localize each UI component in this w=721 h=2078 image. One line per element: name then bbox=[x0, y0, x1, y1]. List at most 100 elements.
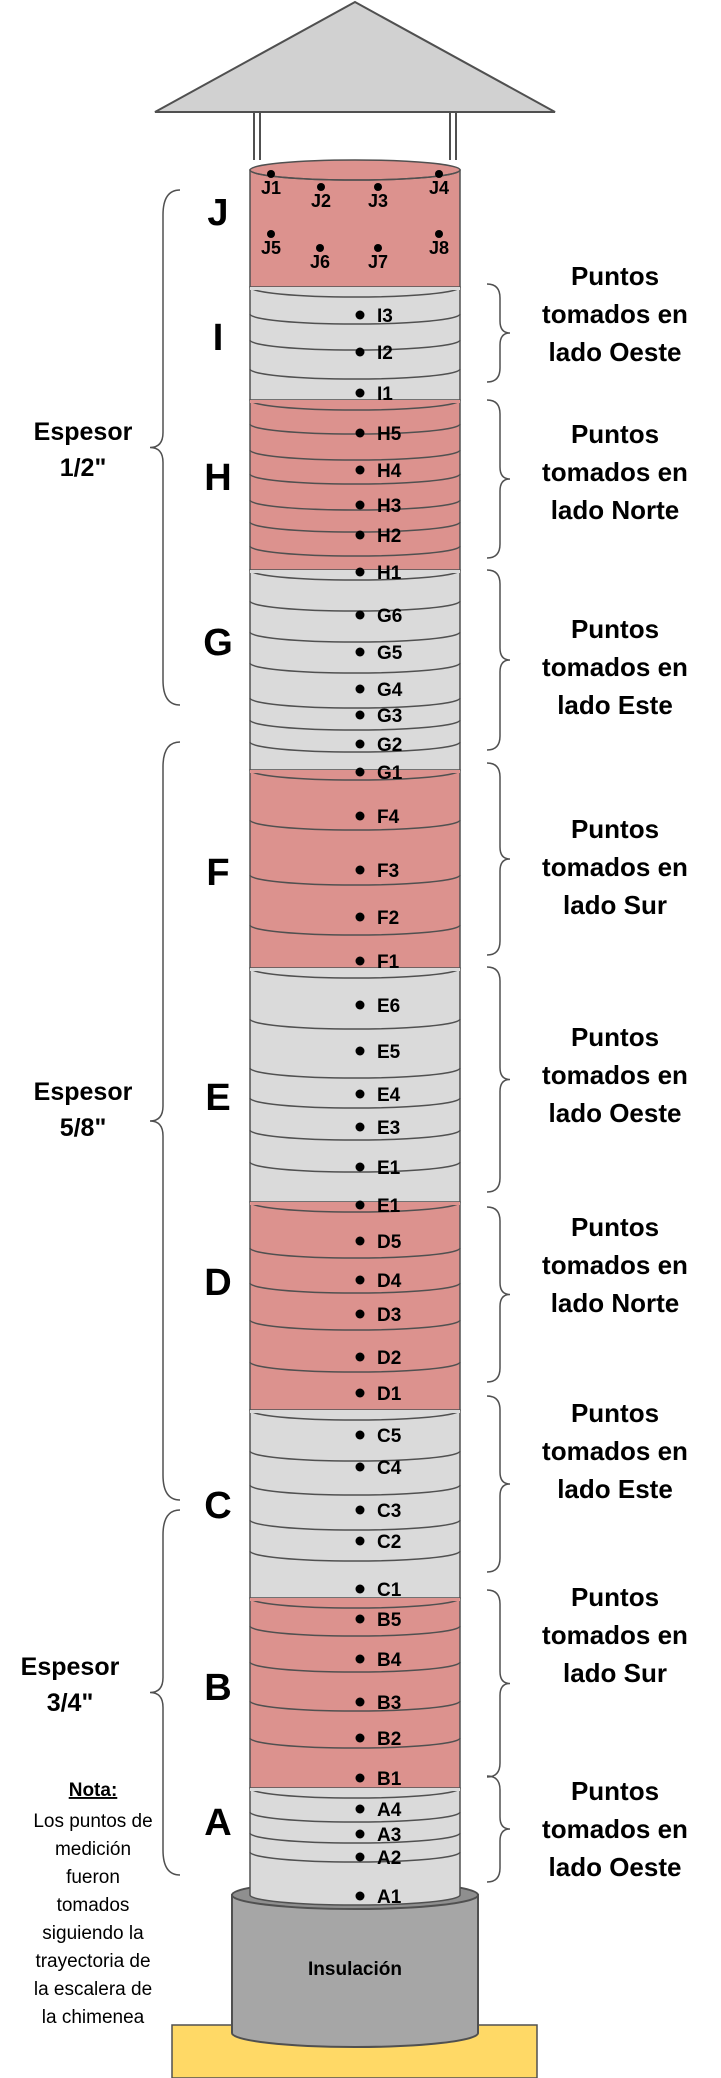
ring-line bbox=[249, 741, 461, 753]
section-letter-h: H bbox=[204, 457, 231, 499]
point-label: B4 bbox=[377, 1650, 402, 1671]
point-dot bbox=[355, 1462, 365, 1472]
point-dot bbox=[435, 230, 443, 238]
point-dot bbox=[355, 388, 365, 398]
side-label: Puntos bbox=[571, 1582, 659, 1612]
ring-line bbox=[249, 1247, 461, 1259]
thickness-brace bbox=[149, 741, 181, 1501]
point-label: D5 bbox=[377, 1232, 402, 1253]
side-label: tomados en bbox=[542, 852, 688, 882]
point-dot bbox=[355, 739, 365, 749]
point-dot bbox=[355, 1614, 365, 1624]
point-dot bbox=[355, 1829, 365, 1839]
point-dot bbox=[355, 567, 365, 577]
point-dot bbox=[355, 1584, 365, 1594]
point-label: D4 bbox=[377, 1271, 402, 1292]
ring-line bbox=[249, 473, 461, 485]
point-label: H5 bbox=[377, 424, 402, 445]
section-letter-a: A bbox=[204, 1802, 231, 1844]
point-dot bbox=[355, 912, 365, 922]
point-dot bbox=[355, 1430, 365, 1440]
side-brace bbox=[486, 283, 511, 383]
point-dot bbox=[355, 1236, 365, 1246]
point-label: B1 bbox=[377, 1769, 402, 1790]
point-label: H2 bbox=[377, 526, 401, 547]
point-label: J6 bbox=[310, 252, 330, 272]
thickness-brace bbox=[149, 1509, 181, 1876]
point-label: E5 bbox=[377, 1042, 401, 1063]
point-label: F1 bbox=[377, 952, 400, 973]
ring-line bbox=[249, 545, 461, 557]
side-brace bbox=[486, 966, 511, 1193]
point-dot bbox=[316, 244, 324, 252]
ring-line bbox=[249, 399, 461, 411]
point-label: A2 bbox=[377, 1848, 401, 1869]
section-seam bbox=[250, 1598, 460, 1601]
note-line: fueron bbox=[66, 1867, 120, 1888]
section-f bbox=[249, 769, 461, 979]
ring-line bbox=[249, 631, 461, 643]
ring-line bbox=[249, 769, 461, 781]
point-dot bbox=[355, 956, 365, 966]
point-label: I3 bbox=[377, 306, 393, 327]
ring-line bbox=[249, 1201, 461, 1213]
point-label: H4 bbox=[377, 461, 402, 482]
ring-line bbox=[249, 169, 461, 181]
note-line: Los puntos de bbox=[33, 1811, 152, 1832]
thickness-value: 3/4" bbox=[47, 1689, 94, 1717]
thickness-label: Espesor bbox=[34, 418, 133, 446]
ring-line bbox=[249, 521, 461, 533]
point-dot bbox=[355, 1505, 365, 1515]
point-dot bbox=[355, 1089, 365, 1099]
point-dot bbox=[355, 1697, 365, 1707]
ring-line bbox=[249, 339, 461, 351]
point-label: E1 bbox=[377, 1158, 401, 1179]
point-dot bbox=[355, 347, 365, 357]
side-brace bbox=[486, 399, 511, 559]
section-b bbox=[249, 1597, 461, 1799]
side-brace bbox=[486, 569, 511, 751]
point-dot bbox=[355, 1773, 365, 1783]
section-a bbox=[249, 1787, 461, 1906]
point-dot bbox=[355, 310, 365, 320]
side-label: lado Este bbox=[557, 690, 673, 720]
ring-line bbox=[249, 423, 461, 435]
point-label: G5 bbox=[377, 643, 403, 664]
point-label: F2 bbox=[377, 908, 399, 929]
point-dot bbox=[317, 183, 325, 191]
side-brace bbox=[486, 1775, 511, 1883]
point-label: C3 bbox=[377, 1501, 401, 1522]
section-seam bbox=[250, 570, 460, 573]
point-dot bbox=[355, 1275, 365, 1285]
point-label: G1 bbox=[377, 763, 403, 784]
point-dot bbox=[355, 1804, 365, 1814]
side-brace bbox=[486, 1206, 511, 1383]
thickness-value: 5/8" bbox=[60, 1114, 107, 1142]
thickness-label: Espesor bbox=[34, 1078, 133, 1106]
side-label: tomados en bbox=[542, 457, 688, 487]
point-dot bbox=[355, 1733, 365, 1743]
ring-line bbox=[249, 368, 461, 380]
note-line: medición bbox=[55, 1839, 131, 1860]
point-label: J7 bbox=[368, 252, 388, 272]
point-dot bbox=[355, 811, 365, 821]
point-dot bbox=[355, 1654, 365, 1664]
point-label: F3 bbox=[377, 861, 399, 882]
ring-line bbox=[249, 313, 461, 325]
point-label: C2 bbox=[377, 1532, 401, 1553]
point-dot bbox=[355, 1309, 365, 1319]
section-letter-f: F bbox=[206, 852, 229, 894]
ring-line bbox=[249, 819, 461, 831]
point-label: J3 bbox=[368, 191, 388, 211]
side-brace bbox=[486, 1395, 511, 1573]
point-label: J8 bbox=[429, 238, 449, 258]
point-dot bbox=[355, 710, 365, 720]
section-letter-c: C bbox=[204, 1485, 231, 1527]
ring-line bbox=[249, 1409, 461, 1421]
section-seam bbox=[250, 287, 460, 290]
ring-line bbox=[249, 1319, 461, 1331]
side-brace bbox=[486, 762, 511, 956]
side-label: tomados en bbox=[542, 1436, 688, 1466]
point-dot bbox=[355, 465, 365, 475]
section-letter-e: E bbox=[205, 1077, 230, 1119]
